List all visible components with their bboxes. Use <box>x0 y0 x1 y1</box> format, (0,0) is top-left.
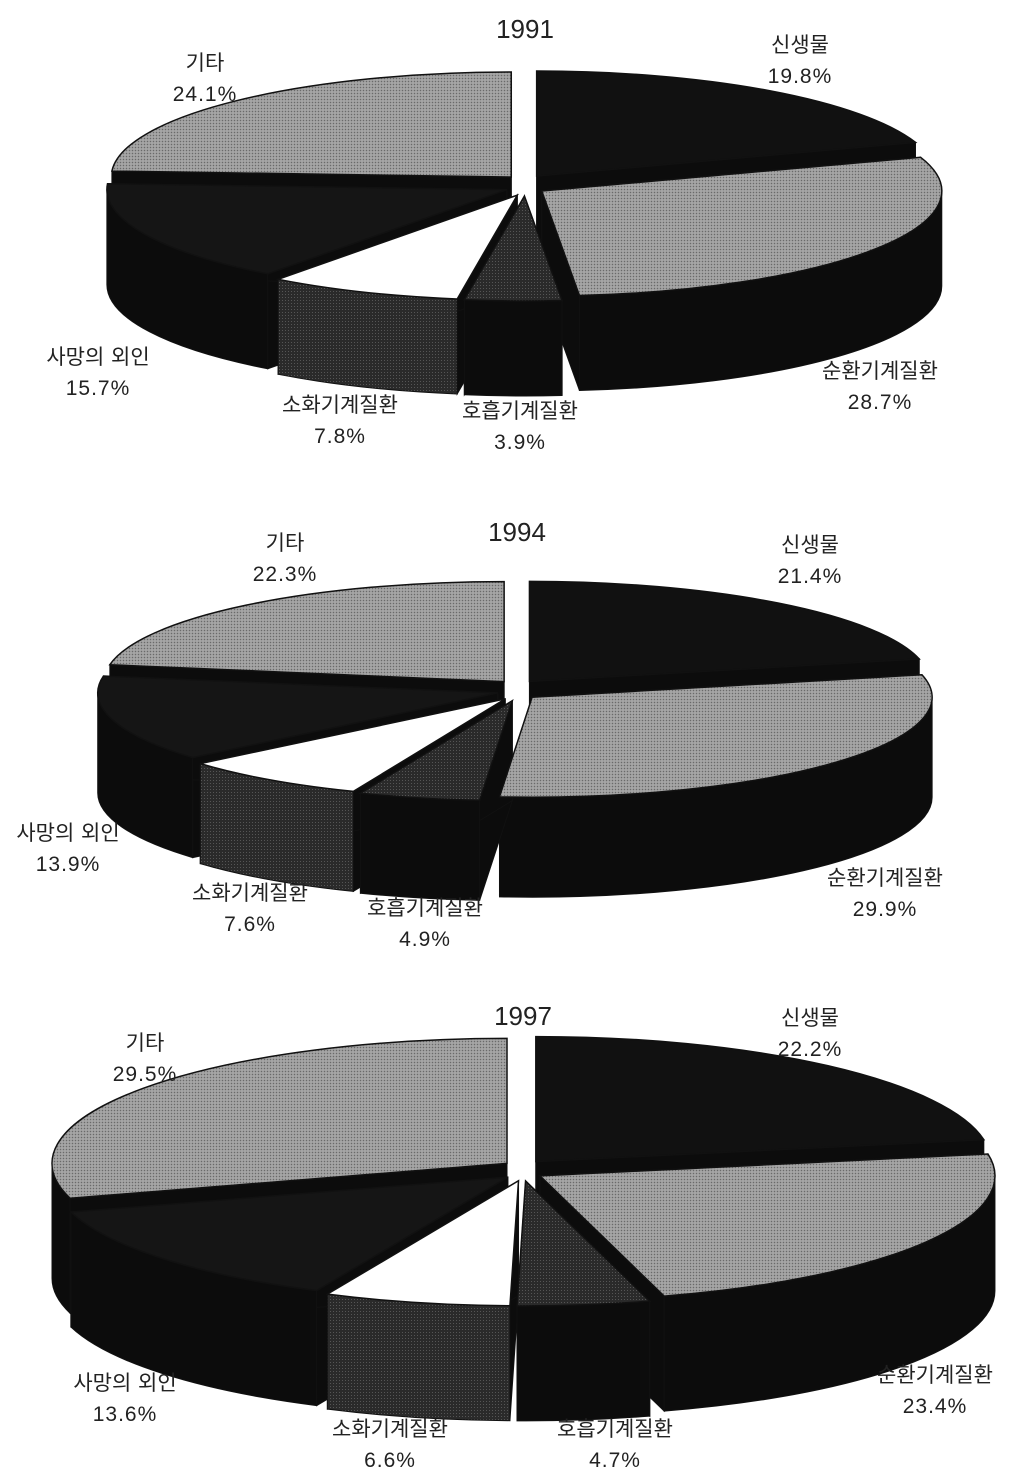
slice-value-label: 7.8% <box>314 425 366 448</box>
slice-label: 순환기계질환 <box>822 359 938 383</box>
slice-label: 호흡기계질환 <box>557 1417 673 1441</box>
pie-slice <box>275 193 519 300</box>
slice-value-label: 13.6% <box>93 1403 158 1426</box>
slice-label: 소화기계질환 <box>282 393 398 417</box>
slice-value-label: 29.9% <box>853 898 918 921</box>
chart-title: 1994 <box>488 517 546 547</box>
slice-label: 기타 <box>186 51 225 75</box>
slice-label: 사망의 외인 <box>16 821 119 845</box>
slice-label: 기타 <box>126 1031 165 1055</box>
pie-slice <box>538 1153 996 1297</box>
slice-value-label: 28.7% <box>848 391 913 414</box>
pie-slice <box>108 580 505 683</box>
slice-label: 소화기계질환 <box>192 881 308 905</box>
slice-value-label: 19.8% <box>768 65 833 88</box>
slice-label: 순환기계질환 <box>877 1363 993 1387</box>
pie-slice <box>516 1179 652 1307</box>
slice-value-label: 23.4% <box>903 1395 968 1418</box>
pie-slice <box>106 182 508 275</box>
slice-value-label: 7.6% <box>224 913 276 936</box>
slice-label: 호흡기계질환 <box>462 399 578 423</box>
slice-value-label: 3.9% <box>494 431 546 454</box>
pie-slice <box>358 698 514 802</box>
slice-label: 사망의 외인 <box>73 1371 176 1395</box>
slice-value-label: 6.6% <box>364 1449 416 1471</box>
slice-value-label: 4.7% <box>589 1449 641 1471</box>
slice-value-label: 21.4% <box>778 565 843 588</box>
pie-slice <box>528 580 921 683</box>
pie-slice <box>535 70 918 177</box>
slice-label: 신생물 <box>771 33 829 57</box>
pie-chart-1991: 1991 신생물 19.8% 순환기계질환 28.7% 호흡기계질환 3.9% 소화기계질환 7… <box>46 14 943 454</box>
slice-label: 소화기계질환 <box>332 1417 448 1441</box>
pie-slice <box>96 675 498 759</box>
pie-slice <box>535 1035 986 1163</box>
pie-slice <box>69 1176 509 1292</box>
pie-slice <box>498 673 933 798</box>
pie-slice <box>463 194 564 302</box>
slice-label: 호흡기계질환 <box>367 896 483 920</box>
pie-slice <box>540 156 943 297</box>
slice-value-label: 15.7% <box>66 377 131 400</box>
slice-label: 사망의 외인 <box>46 345 149 369</box>
slice-value-label: 22.2% <box>778 1038 843 1061</box>
pie-slice <box>200 698 506 793</box>
slice-label: 신생물 <box>781 533 839 557</box>
pie-slice <box>51 1037 508 1200</box>
slice-label: 기타 <box>266 531 305 555</box>
slice-label: 순환기계질환 <box>827 866 943 890</box>
pie-slice <box>325 1179 520 1307</box>
pie-chart-1994: 1994 신생물 21.4% 순환기계질환 29.9% 호흡기계질환 4.9% 소화기계질환 7… <box>16 517 943 951</box>
chart-title: 1997 <box>494 1001 552 1031</box>
slice-value-label: 24.1% <box>173 83 238 106</box>
slice-value-label: 22.3% <box>253 563 318 586</box>
slice-value-label: 13.9% <box>36 853 101 876</box>
slice-value-label: 29.5% <box>113 1063 178 1086</box>
chart-title: 1991 <box>496 14 554 44</box>
slice-value-label: 4.9% <box>399 928 451 951</box>
pie-slice <box>110 71 513 178</box>
slice-label: 신생물 <box>781 1006 839 1030</box>
pie-chart-1997: 1997 신생물 22.2% 순환기계질환 23.4% 호흡기계질환 4.7% 소화기계질환 6… <box>51 1001 996 1471</box>
